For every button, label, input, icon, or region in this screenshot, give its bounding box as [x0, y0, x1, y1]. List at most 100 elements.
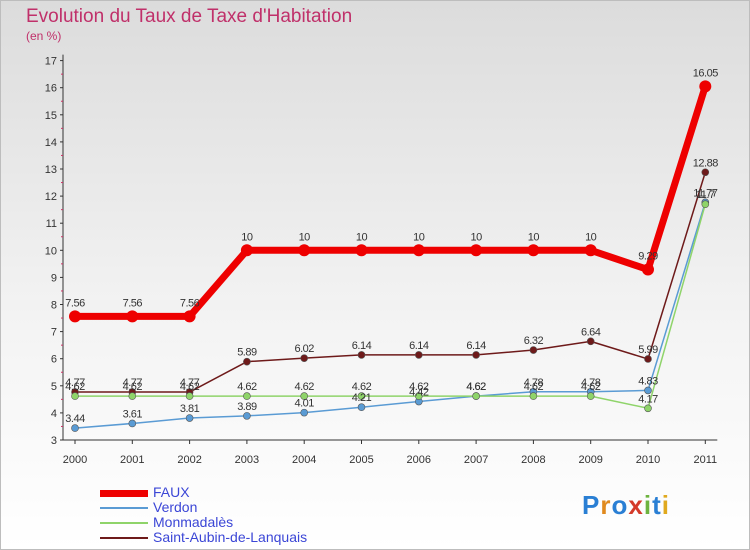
data-label-faux: 7.56	[123, 297, 143, 309]
data-point-monmadal-s	[414, 392, 423, 400]
series-line-verdon	[74, 202, 707, 429]
data-label-saint-aubin-de-lanquais: 6.64	[581, 326, 601, 338]
data-point-monmadal-s	[185, 392, 194, 400]
logo-letter: P	[582, 490, 601, 520]
data-point-monmadal-s	[243, 392, 251, 400]
y-tick-label: 15	[45, 110, 57, 122]
x-tick-label: 2009	[578, 454, 602, 466]
data-label-saint-aubin-de-lanquais: 12.88	[693, 157, 718, 169]
data-point-monmadal-s	[300, 392, 309, 400]
data-point-monmadal-s	[472, 392, 480, 400]
data-label-faux: 10	[356, 231, 368, 243]
data-point-monmadal-s	[529, 392, 538, 400]
data-point-monmadal-s	[357, 392, 366, 400]
data-label-saint-aubin-de-lanquais: 6.14	[409, 340, 429, 352]
data-label-verdon: 3.89	[237, 401, 257, 413]
data-label-faux: 10	[585, 231, 597, 243]
x-tick-label: 2010	[636, 454, 660, 466]
legend-swatch	[100, 490, 148, 497]
data-point-monmadal-s	[701, 200, 710, 209]
data-label-monmadal-s: 11.7	[696, 189, 715, 201]
y-tick-label: 8	[51, 300, 57, 312]
data-point-saint-aubin-de-lanquais	[529, 346, 538, 354]
data-point-monmadal-s	[644, 404, 652, 413]
logo-letter: i	[643, 490, 653, 520]
data-label-saint-aubin-de-lanquais: 5.99	[638, 344, 658, 356]
data-label-saint-aubin-de-lanquais: 4.77	[180, 377, 200, 389]
data-point-faux	[470, 244, 483, 257]
chart-unit-label: (en %)	[26, 29, 62, 43]
x-tick-label: 2001	[120, 454, 144, 466]
data-label-faux: 16.05	[693, 67, 718, 79]
x-tick-label: 2002	[177, 454, 201, 466]
data-label-faux: 10	[413, 231, 425, 243]
data-point-saint-aubin-de-lanquais	[472, 351, 480, 359]
data-label-saint-aubin-de-lanquais: 6.32	[524, 335, 544, 347]
data-point-saint-aubin-de-lanquais	[300, 354, 309, 362]
data-label-saint-aubin-de-lanquais: 4.77	[123, 377, 143, 389]
data-label-verdon: 4.21	[352, 392, 372, 404]
series-line-monmadal-s	[75, 204, 707, 410]
data-label-saint-aubin-de-lanquais: 6.14	[466, 340, 486, 352]
x-tick-label: 2006	[407, 454, 431, 466]
data-label-verdon: 4.78	[524, 377, 544, 389]
data-point-saint-aubin-de-lanquais	[586, 337, 595, 346]
data-point-faux	[240, 244, 253, 257]
data-point-saint-aubin-de-lanquais	[644, 355, 652, 363]
x-tick-label: 2007	[464, 454, 488, 466]
data-label-verdon: 11.77	[693, 187, 718, 199]
data-point-faux	[412, 244, 425, 257]
data-label-faux: 10	[299, 231, 311, 243]
data-label-saint-aubin-de-lanquais: 6.14	[352, 340, 372, 352]
y-tick-label: 17	[45, 56, 57, 68]
data-label-faux: 10	[241, 231, 253, 243]
data-label-faux: 10	[528, 231, 540, 243]
data-point-verdon	[71, 424, 79, 432]
data-label-verdon: 3.81	[180, 403, 200, 415]
x-tick-label: 2003	[235, 454, 259, 466]
data-point-faux	[298, 244, 311, 257]
data-label-verdon: 4.01	[294, 398, 314, 410]
data-label-monmadal-s: 4.62	[294, 381, 314, 393]
data-point-verdon	[243, 412, 251, 420]
data-point-verdon	[644, 386, 652, 395]
data-label-monmadal-s: 4.62	[524, 381, 544, 393]
data-point-faux	[355, 244, 368, 257]
y-tick-label: 10	[45, 245, 57, 257]
data-point-faux	[584, 244, 597, 257]
data-label-saint-aubin-de-lanquais: 5.89	[237, 347, 257, 359]
data-label-verdon: 3.44	[65, 413, 85, 425]
y-tick-label: 9	[51, 272, 57, 284]
data-point-faux	[126, 310, 139, 323]
y-tick-label: 6	[51, 354, 57, 366]
data-point-monmadal-s	[586, 392, 595, 400]
data-label-monmadal-s: 4.62	[409, 381, 429, 393]
legend-swatch	[100, 537, 148, 539]
logo-letter: t	[652, 490, 662, 520]
x-tick-label: 2005	[349, 454, 373, 466]
data-label-monmadal-s: 4.62	[180, 381, 200, 393]
legend-label: Monmadalès	[153, 514, 234, 530]
data-point-saint-aubin-de-lanquais	[357, 351, 366, 359]
x-tick-label: 2004	[292, 454, 316, 466]
data-label-verdon: 4.42	[409, 387, 429, 399]
x-tick-label: 2008	[521, 454, 545, 466]
logo-letter: r	[600, 490, 612, 520]
data-point-monmadal-s	[128, 392, 137, 400]
data-label-verdon: 4.83	[638, 375, 658, 387]
data-point-faux	[527, 244, 540, 257]
logo-letter: i	[661, 490, 670, 520]
data-point-saint-aubin-de-lanquais	[243, 357, 251, 366]
data-label-monmadal-s: 4.62	[352, 381, 372, 393]
legend-swatch	[100, 507, 148, 509]
data-label-monmadal-s: 4.62	[581, 381, 601, 393]
proxiti-logo: Proxiti	[582, 490, 670, 521]
y-tick-label: 4	[51, 408, 57, 420]
data-label-faux: 10	[470, 231, 482, 243]
data-point-saint-aubin-de-lanquais	[414, 351, 423, 359]
data-label-verdon: 4.62	[466, 381, 486, 393]
y-tick-label: 5	[51, 381, 57, 393]
y-tick-label: 14	[45, 137, 57, 149]
data-label-monmadal-s: 4.62	[65, 381, 85, 393]
